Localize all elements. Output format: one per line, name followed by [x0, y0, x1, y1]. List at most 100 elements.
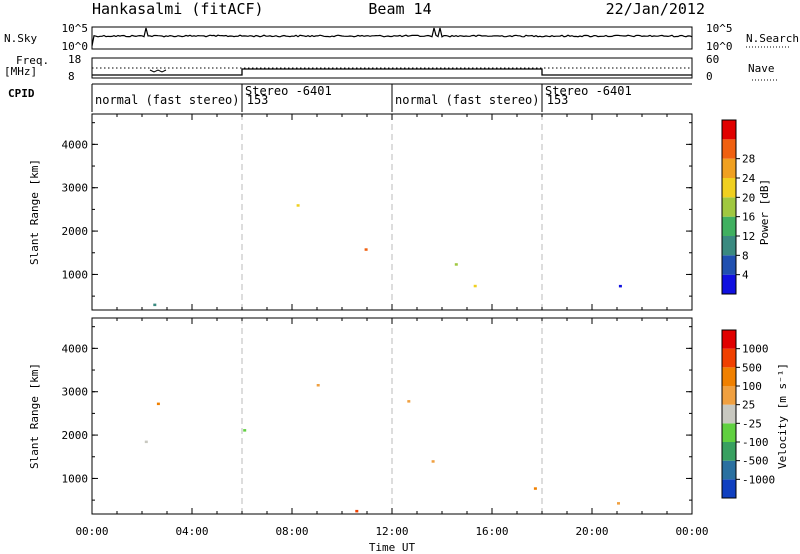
range-gate-cell: [454, 263, 458, 266]
range-gate-cell: [156, 402, 160, 406]
colorbar-swatch: [722, 386, 736, 405]
colorbar-tick-label: 4: [742, 269, 749, 282]
x-tick-label: 12:00: [375, 525, 408, 538]
power-scatter: [153, 204, 622, 307]
colorbar-swatch: [722, 460, 736, 480]
range-gate-cell: [153, 303, 157, 307]
colorbar-tick-label: 25: [742, 399, 755, 412]
colorbar-swatch: [722, 178, 736, 198]
y-tick-label: 4000: [62, 342, 89, 355]
range-gate-cell: [316, 384, 320, 387]
colorbar-swatch: [722, 236, 736, 256]
cpid-segment-label: Stereo -6401: [545, 84, 632, 98]
colorbar-tick-label: 16: [742, 211, 755, 224]
colorbar-swatch: [722, 367, 736, 386]
freq-spike: [149, 69, 167, 73]
x-axis-label: Time UT: [369, 541, 416, 554]
colorbar-swatch: [722, 404, 736, 424]
freq-label: Freq.: [16, 54, 49, 67]
velocity-scatter: [144, 384, 620, 513]
colorbar-swatch: [722, 330, 736, 349]
x-tick-label: 00:00: [75, 525, 108, 538]
colorbar-tick-label: 500: [742, 361, 762, 374]
range-gate-cell: [617, 502, 620, 505]
x-tick-label: 20:00: [575, 525, 608, 538]
noise-tick-right-top: 10^5: [706, 22, 733, 35]
noise-strip: N.Sky N.Search 10^5 10^0 10^5 10^0: [4, 22, 799, 53]
range-gate-cell: [618, 284, 622, 288]
velocity-ylabel: Slant Range [km]: [28, 363, 41, 469]
cpid-label: CPID: [8, 87, 35, 100]
y-tick-label: 2000: [62, 225, 89, 238]
colorbar-tick-label: 8: [742, 249, 749, 262]
power-ylabel: Slant Range [km]: [28, 159, 41, 265]
power-colorbar-label: Power [dB]: [758, 179, 771, 245]
date-title: 22/Jan/2012: [606, 0, 705, 18]
noise-tick-left-bottom: 10^0: [62, 40, 89, 53]
colorbar-tick-label: 24: [742, 172, 756, 185]
range-gate-cell: [296, 204, 300, 207]
colorbar-swatch: [722, 348, 736, 368]
station-title: Hankasalmi (fitACF): [92, 0, 264, 18]
velocity-colorbar: 1000 500 100 25 -25 -100 -500 -1000: [721, 329, 775, 499]
nsky-label: N.Sky: [4, 32, 37, 45]
colorbar-swatch: [722, 197, 736, 217]
y-tick-label: 1000: [62, 472, 89, 485]
freq-unit: [MHz]: [4, 65, 37, 78]
y-tick-label: 1000: [62, 268, 89, 281]
colorbar-tick-label: 28: [742, 153, 755, 166]
colorbar-tick-label: 12: [742, 230, 755, 243]
cpid-segment-label: Stereo -6401: [245, 84, 332, 98]
colorbar-swatch: [722, 274, 736, 294]
velocity-colorbar-label: Velocity [m s⁻¹]: [776, 363, 789, 469]
noise-trace: [91, 27, 693, 47]
nave-tick-bottom: 0: [706, 70, 713, 83]
colorbar-swatch: [722, 442, 736, 461]
freq-tick-bottom: 8: [68, 70, 75, 83]
colorbar-tick-label: 20: [742, 191, 755, 204]
colorbar-swatch: [722, 139, 736, 159]
freq-strip: Freq. [MHz] 18 8 60 0 Nave: [4, 53, 778, 83]
nsearch-label: N.Search: [746, 32, 799, 45]
colorbar-tick-label: -25: [742, 417, 762, 430]
nave-trace: [92, 68, 692, 76]
x-tick-label: 04:00: [175, 525, 208, 538]
noise-tick-right-bottom: 10^0: [706, 40, 733, 53]
power-panel: Slant Range [km] 1000 2000 3000 4000: [28, 113, 693, 311]
colorbar-swatch: [722, 255, 736, 275]
range-gate-cell: [431, 460, 435, 463]
colorbar-swatch: [722, 158, 736, 178]
x-tick-label: 00:00: [675, 525, 708, 538]
nave-label: Nave: [748, 62, 775, 75]
nave-tick-top: 60: [706, 53, 719, 66]
range-gate-cell: [243, 429, 247, 432]
range-gate-cell: [407, 400, 411, 403]
colorbar-swatch: [722, 216, 736, 236]
colorbar-tick-label: -1000: [742, 473, 775, 486]
velocity-panel: Slant Range [km] 1000 2000 3000 4000 00:00 0…: [28, 317, 709, 554]
colorbar-tick-label: -100: [742, 436, 769, 449]
colorbar-swatch: [722, 120, 736, 140]
y-tick-label: 3000: [62, 182, 89, 195]
y-tick-label: 4000: [62, 138, 89, 151]
range-gate-cell: [473, 284, 477, 288]
noise-tick-left-top: 10^5: [62, 22, 89, 35]
colorbar-swatch: [722, 423, 736, 442]
cpid-segment-label: normal (fast stereo) 153: [95, 93, 268, 107]
colorbar-tick-label: 100: [742, 380, 762, 393]
power-colorbar: 4 8 12 16 20 24 28: [721, 119, 756, 295]
cpid-segment-label: normal (fast stereo) 153: [395, 93, 568, 107]
y-tick-label: 3000: [62, 386, 89, 399]
range-gate-cell: [364, 248, 368, 251]
colorbar-tick-label: 1000: [742, 343, 769, 356]
x-tick-label: 08:00: [275, 525, 308, 538]
freq-tick-top: 18: [68, 53, 81, 66]
y-tick-label: 2000: [62, 429, 89, 442]
beam-title: Beam 14: [368, 0, 431, 18]
colorbar-swatch: [722, 479, 736, 498]
colorbar-tick-label: -500: [742, 455, 769, 468]
x-tick-label: 16:00: [475, 525, 508, 538]
range-gate-cell: [533, 487, 537, 490]
